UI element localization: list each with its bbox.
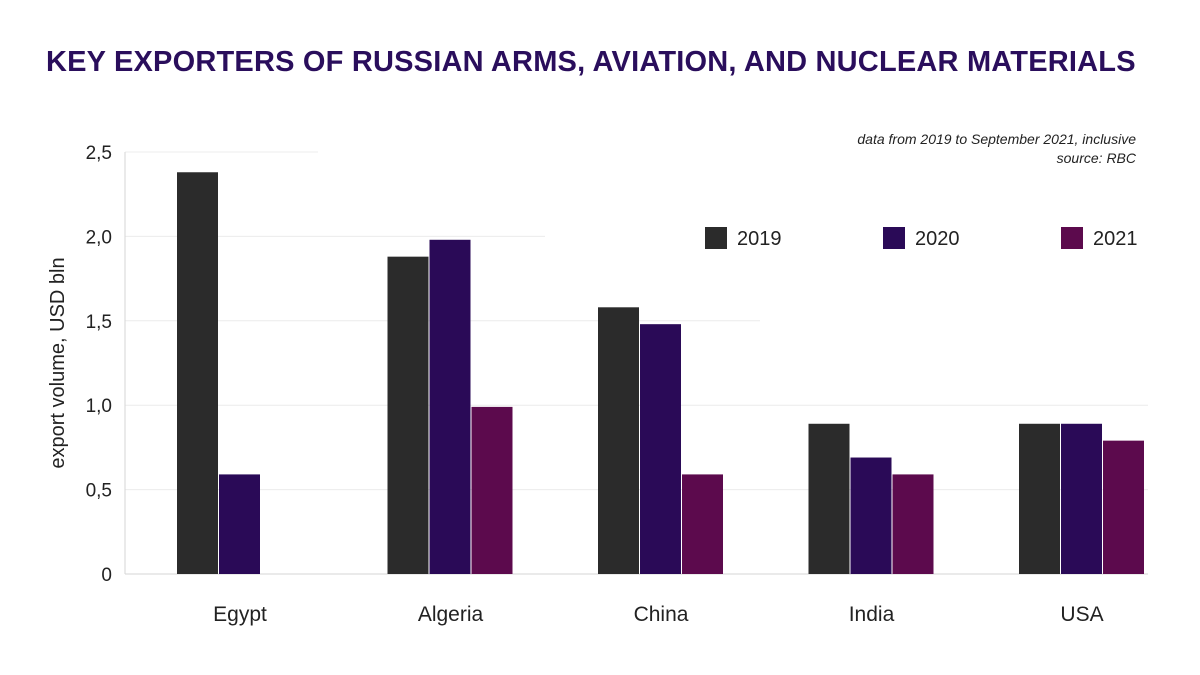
legend-swatch-2019 [705,227,727,249]
y-axis-title: export volume, USD bln [47,257,69,468]
bar-china-2020 [640,324,681,574]
bar-usa-2021 [1103,440,1144,574]
legend-swatch-2021 [1061,227,1083,249]
legend-label-2021: 2021 [1093,228,1138,250]
legend-swatch-2020 [883,227,905,249]
x-tick-label: USA [1060,603,1103,626]
data-range-note: data from 2019 to September 2021, inclus… [857,131,1136,147]
bar-usa-2020 [1061,423,1102,574]
bar-egypt-2020 [219,474,260,574]
bar-china-2019 [598,307,639,574]
bar-india-2019 [808,423,850,574]
y-tick-label: 1,5 [86,312,112,333]
bar-india-2021 [892,474,934,574]
bar-china-2021 [682,474,723,574]
bar-usa-2019 [1019,423,1060,574]
chart-title: KEY EXPORTERS OF RUSSIAN ARMS, AVIATION,… [46,46,1136,78]
y-tick-label: 0,5 [86,481,112,502]
bar-algeria-2019 [387,256,429,574]
y-tick-label: 0 [101,565,112,586]
x-tick-label: India [849,603,895,626]
source-note: source: RBC [1056,150,1136,166]
legend-label-2020: 2020 [915,228,960,250]
y-tick-label: 2,0 [86,227,112,248]
legend-label-2019: 2019 [737,228,782,250]
bar-egypt-2019 [177,172,218,575]
bar-algeria-2020 [429,239,471,574]
y-tick-label: 1,0 [86,396,112,417]
bar-india-2020 [850,457,892,574]
y-tick-label: 2,5 [86,143,112,164]
x-tick-label: China [634,603,689,626]
x-tick-label: Algeria [418,603,484,626]
bar-algeria-2021 [471,406,513,574]
x-tick-label: Egypt [213,603,267,626]
